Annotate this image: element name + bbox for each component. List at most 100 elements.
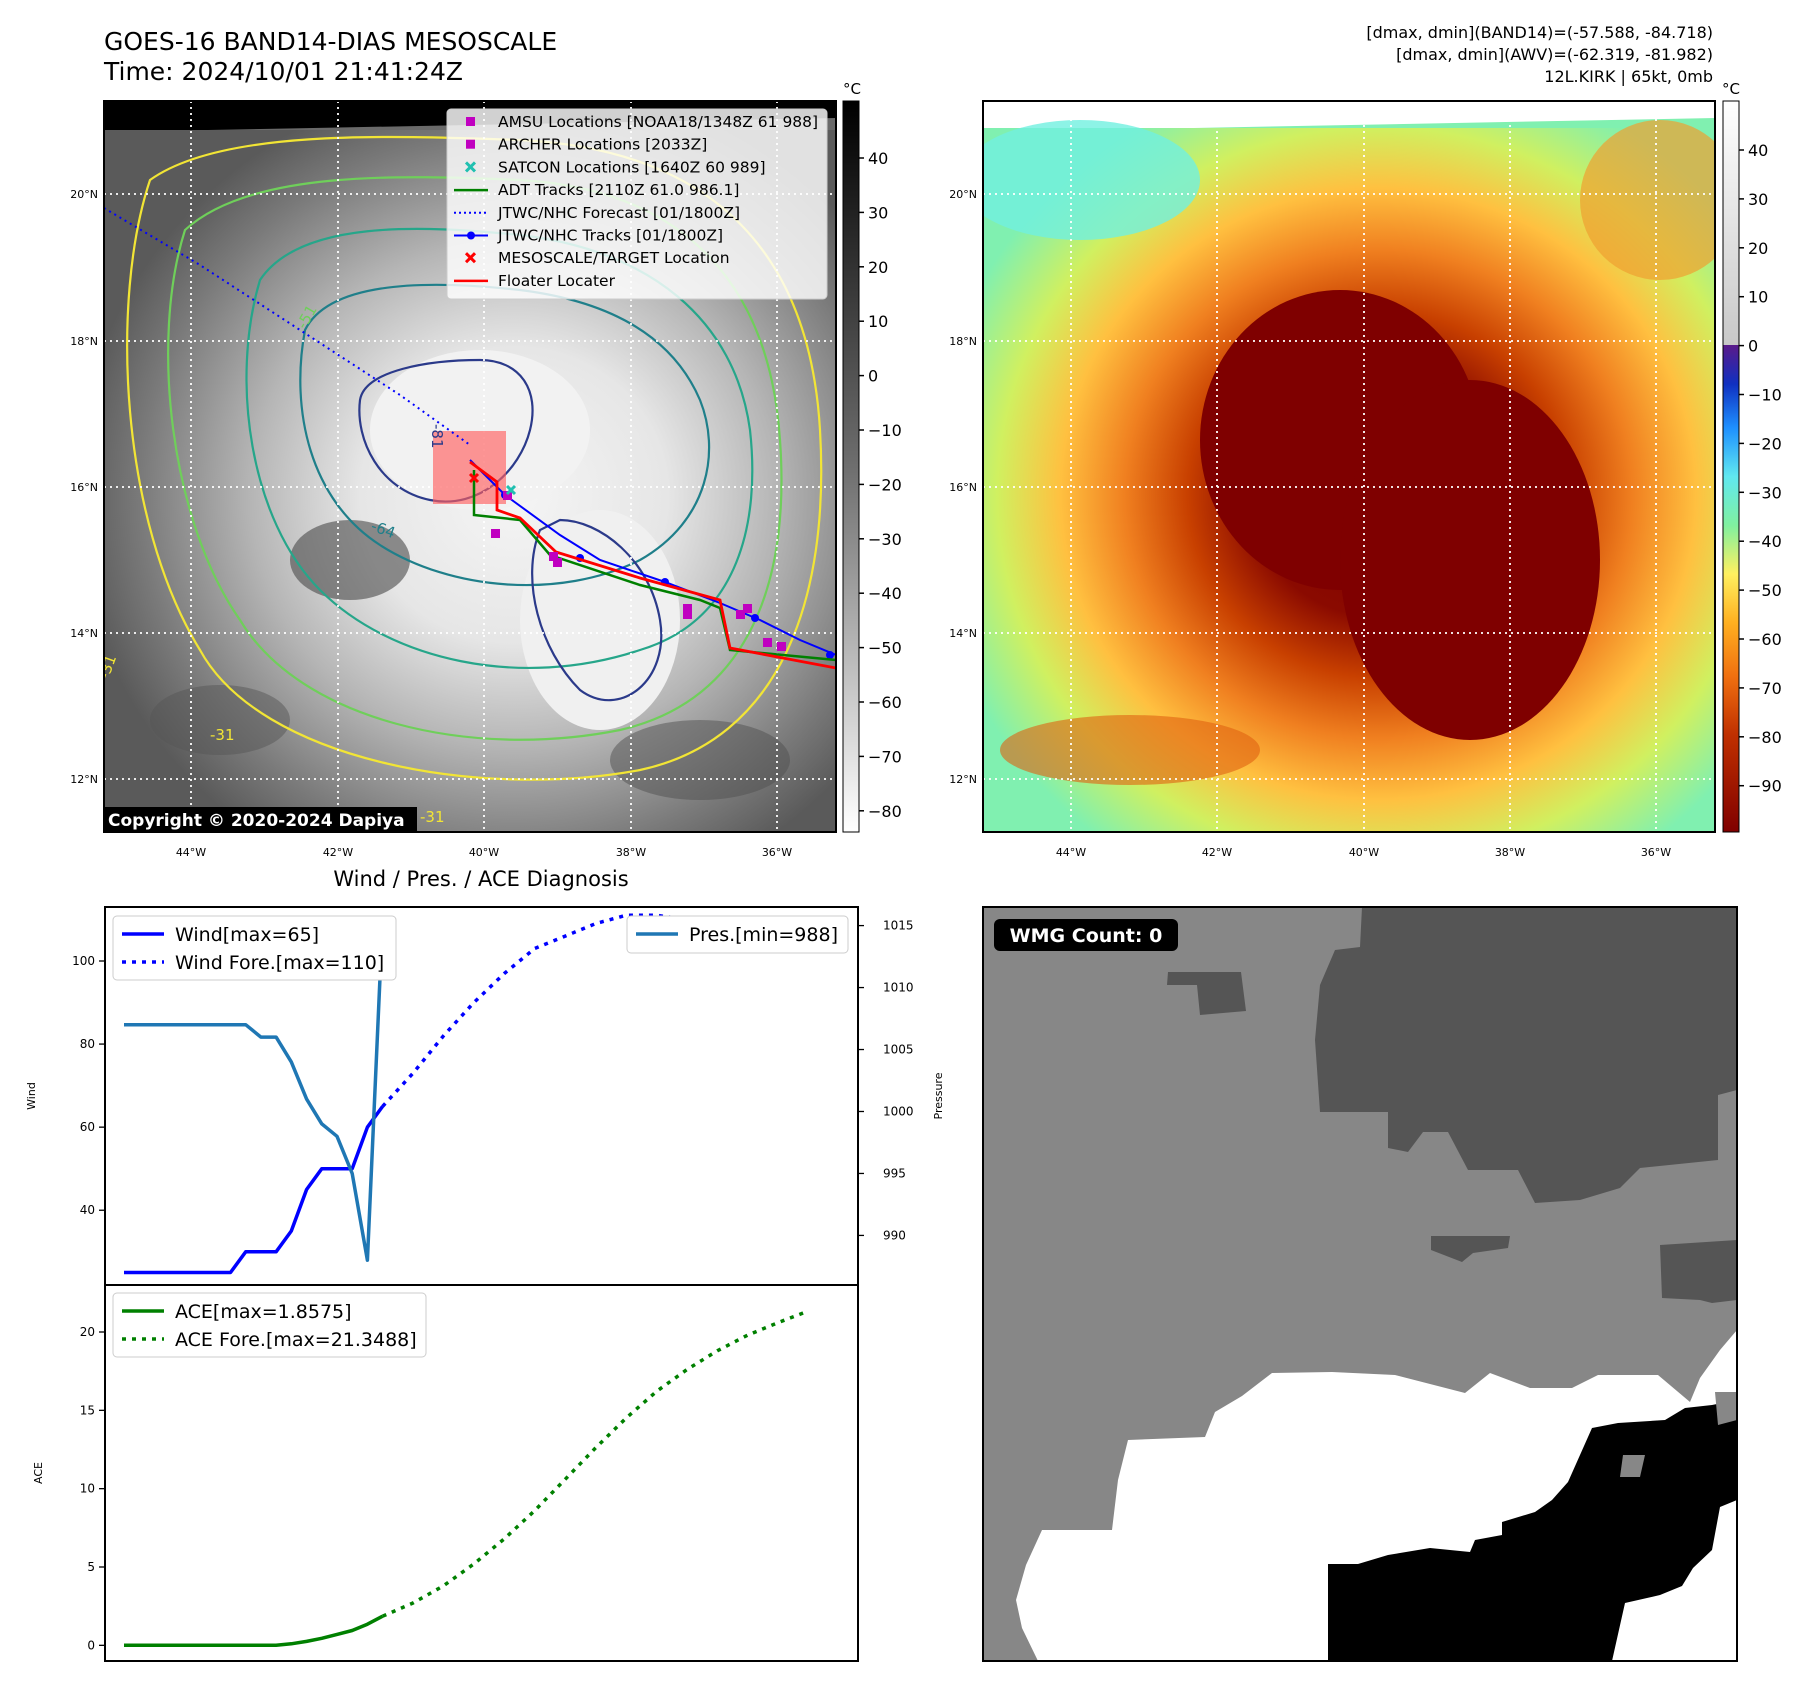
pressure-axis-label: Pressure (932, 1072, 945, 1119)
map-legend-item: ARCHER Locations [2033Z] (466, 136, 707, 154)
lat-tick: 16°N (70, 481, 98, 494)
awv-colorbar-unit: °C (1722, 80, 1740, 98)
pressure-tick: 990 (883, 1228, 906, 1242)
pressure-tick: 995 (883, 1166, 906, 1180)
lon-tick: 42°W (323, 846, 353, 859)
figure-time: Time: 2024/10/01 21:41:24Z (103, 57, 463, 86)
colorbar-tick: 0 (1748, 337, 1758, 356)
awv-colorbar (1722, 100, 1740, 833)
lat-tick: 12°N (70, 773, 98, 786)
wind-tick: 40 (80, 1203, 95, 1217)
lon-tick: 44°W (176, 846, 206, 859)
map-legend-item: ADT Tracks [2110Z 61.0 986.1] (454, 181, 739, 199)
lat-tick: 12°N (949, 773, 977, 786)
storm-info: 12L.KIRK | 65kt, 0mb (1544, 67, 1713, 86)
legend-label: JTWC/NHC Tracks [01/1800Z] (497, 227, 723, 245)
colorbar-tick: −60 (868, 693, 902, 712)
pressure-line (124, 919, 385, 1262)
wind-tick: 100 (72, 954, 95, 968)
legend-label: MESOSCALE/TARGET Location (498, 249, 730, 267)
legend-label: JTWC/NHC Forecast [01/1800Z] (497, 204, 740, 222)
lat-tick: 16°N (949, 481, 977, 494)
jtwc-forecast-track (104, 207, 471, 446)
lat-tick: 18°N (949, 335, 977, 348)
ace-line (124, 1614, 384, 1648)
legend-label: Floater Locater (498, 272, 616, 290)
legend-marker (464, 252, 477, 264)
wmg-panel (983, 907, 1737, 1661)
colorbar-tick: 0 (868, 367, 878, 386)
lat-tick: 14°N (70, 627, 98, 640)
map-legend-item: SATCON Locations [1640Z 60 989] (464, 158, 766, 176)
legend-marker (464, 161, 477, 173)
colorbar-tick: −50 (1748, 581, 1782, 600)
contour-label: -81 (428, 424, 446, 449)
colorbar-tick: 20 (868, 258, 888, 277)
target-box (433, 431, 506, 504)
awv-lon-ticks: 44°W 42°W 40°W 38°W 36°W (1056, 846, 1671, 859)
awv-lat-ticks: 20°N 18°N 16°N 14°N 12°N (949, 188, 977, 786)
copyright: Copyright © 2020-2024 Dapiya (108, 811, 405, 831)
colorbar-tick: −20 (868, 475, 902, 494)
ir-map-panel: -64 -31 -81 -51 -31 -31 AMSU Locations [… (104, 101, 836, 832)
legend-label: ARCHER Locations [2033Z] (498, 136, 707, 154)
ace-tick: 10 (80, 1482, 95, 1496)
lon-tick: 36°W (762, 846, 792, 859)
wind-axis-label: Wind (25, 1082, 38, 1110)
lon-tick: 40°W (1349, 846, 1379, 859)
colorbar-tick: 10 (868, 312, 888, 331)
ace-tick: 15 (80, 1403, 95, 1417)
colorbar-tick: −10 (868, 421, 902, 440)
colorbar-tick: −40 (1748, 532, 1782, 551)
lat-tick: 20°N (70, 188, 98, 201)
colorbar-tick: 40 (1748, 141, 1768, 160)
contour-label: -31 (420, 808, 445, 826)
lon-tick: 38°W (616, 846, 646, 859)
legend-marker (466, 139, 475, 149)
map-legend-item: Floater Locater (454, 272, 616, 290)
legend-ace: ACE[max=1.8575] (175, 1301, 352, 1323)
ace-axis-label: ACE (32, 1462, 45, 1484)
lon-tick: 40°W (469, 846, 499, 859)
map-legend-item: MESOSCALE/TARGET Location (464, 249, 730, 267)
legend-label: SATCON Locations [1640Z 60 989] (498, 158, 766, 176)
lat-tick: 18°N (70, 335, 98, 348)
colorbar-tick: 30 (1748, 190, 1768, 209)
map-legend-item: JTWC/NHC Forecast [01/1800Z] (454, 204, 740, 222)
legend-wind: Wind[max=65] (175, 924, 319, 946)
map-legend: AMSU Locations [NOAA18/1348Z 61 988] ARCH… (446, 108, 828, 300)
pressure-tick: 1005 (883, 1043, 914, 1057)
ace-tick: 20 (80, 1325, 95, 1339)
colorbar-tick: −70 (1748, 679, 1782, 698)
figure-title: GOES-16 BAND14-DIAS MESOSCALE (104, 27, 557, 56)
ace-tick: 0 (87, 1638, 95, 1652)
legend-marker (466, 117, 475, 126)
ir-colorbar (842, 100, 860, 833)
wind-tick: 60 (80, 1120, 95, 1134)
colorbar-tick: −60 (1748, 630, 1782, 649)
colorbar-tick: −20 (1748, 434, 1782, 453)
wind-legend: Wind[max=65] Wind Fore.[max=110] (112, 915, 397, 981)
lon-tick: 38°W (1495, 846, 1525, 859)
pressure-tick: 1000 (883, 1104, 914, 1118)
colorbar-tick: 30 (868, 203, 888, 222)
ace-legend: ACE[max=1.8575] ACE Fore.[max=21.3488] (112, 1292, 427, 1358)
lat-tick: 14°N (949, 627, 977, 640)
legend-wind-fore: Wind Fore.[max=110] (175, 952, 384, 974)
map-legend-item: AMSU Locations [NOAA18/1348Z 61 988] (466, 113, 818, 131)
colorbar-tick: −30 (1748, 483, 1782, 502)
map-legend-item: JTWC/NHC Tracks [01/1800Z] (454, 227, 723, 245)
colorbar-tick: −30 (868, 530, 902, 549)
colorbar-tick: −40 (868, 584, 902, 603)
lat-tick: 20°N (949, 188, 977, 201)
lon-tick: 44°W (1056, 846, 1086, 859)
colorbar-tick: −90 (1748, 777, 1782, 796)
pressure-tick: 1010 (883, 981, 914, 995)
wmg-count: WMG Count: 0 (1010, 925, 1163, 947)
colorbar-tick: −80 (868, 802, 902, 821)
colorbar-tick: −70 (868, 747, 902, 766)
colorbar-tick: −50 (868, 639, 902, 658)
ace-tick: 5 (87, 1560, 95, 1574)
ir-lon-ticks: 44°W 42°W 40°W 38°W 36°W (176, 846, 792, 859)
